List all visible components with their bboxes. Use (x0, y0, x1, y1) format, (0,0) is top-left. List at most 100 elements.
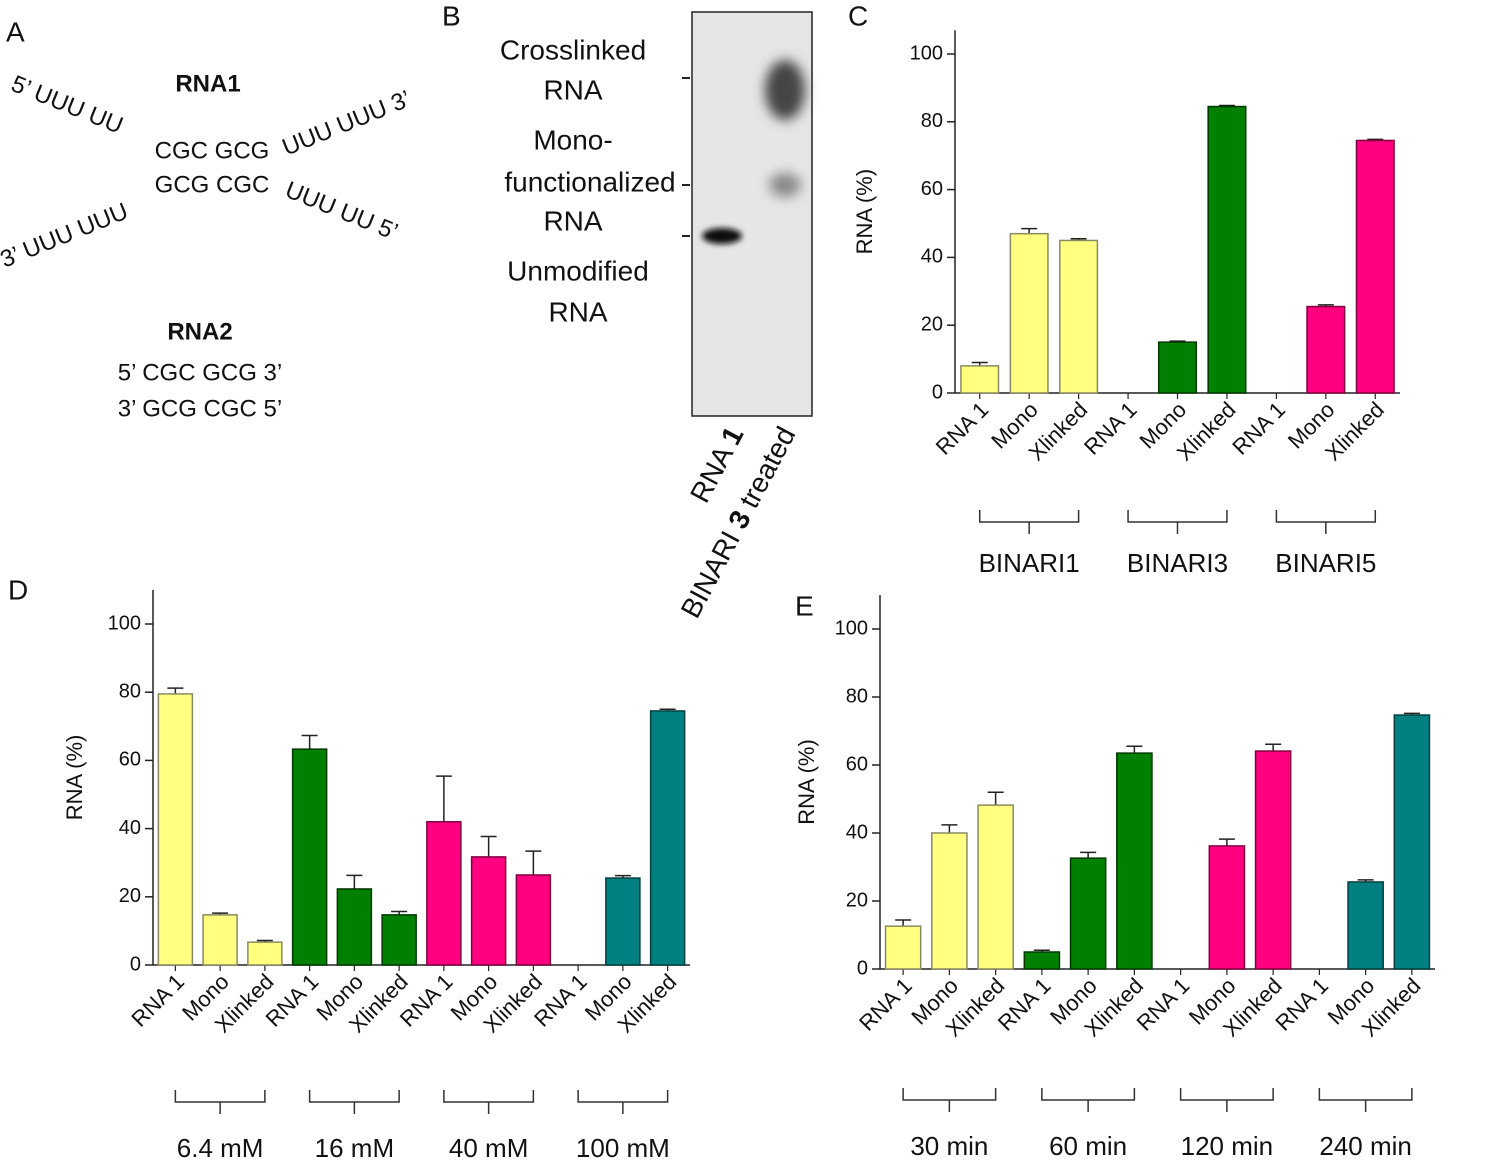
group-bracket (174, 1090, 266, 1103)
panel-label: C (848, 0, 868, 31)
y-tick-label: 0 (130, 953, 141, 975)
y-tick-label: 60 (119, 749, 141, 771)
group-label: 16 mM (315, 1133, 394, 1163)
bar (1023, 951, 1061, 970)
y-tick-label: 40 (846, 821, 868, 843)
group-bracket (1041, 1088, 1136, 1101)
band-label: Crosslinked (500, 34, 646, 65)
y-axis-label: RNA (%) (852, 169, 877, 255)
band-label: functionalized (504, 166, 675, 197)
group-bracket (577, 1090, 669, 1103)
y-tick-label: 0 (932, 381, 943, 403)
bar (1059, 239, 1099, 394)
group-bracket (308, 1090, 400, 1103)
gel-band (765, 60, 805, 120)
y-tick-label: 40 (921, 246, 943, 268)
group-label: 6.4 mM (177, 1133, 264, 1163)
group-bracket (1318, 1088, 1413, 1101)
panel-label: A (6, 16, 25, 47)
band-label: Unmodified (507, 255, 649, 286)
band-label: RNA (543, 205, 602, 236)
bar (336, 888, 373, 966)
bar (470, 856, 507, 966)
bar (1254, 750, 1292, 970)
group-bracket (1275, 510, 1377, 523)
bar (1009, 232, 1049, 394)
x-tick-label: RNA 1 (1270, 973, 1333, 1036)
group-label: 100 mM (576, 1133, 670, 1163)
x-tick-label: RNA 1 (1132, 973, 1195, 1036)
bar (1208, 845, 1246, 970)
sequence: GCG CGC (155, 171, 270, 198)
bar (1355, 139, 1395, 394)
bar (291, 748, 328, 966)
rna1-title: RNA1 (175, 70, 240, 97)
bar (884, 925, 922, 970)
panel-a: A RNA1 5’ UUU UU CGC GCG UUU UUU 3’ 3’ U… (0, 16, 415, 422)
bar (1347, 881, 1384, 970)
band-label: RNA (548, 296, 607, 327)
sequence: 3’ GCG CGC 5’ (118, 395, 282, 422)
group-label: BINARI3 (1127, 548, 1228, 578)
x-tick-label: RNA 1 (126, 969, 189, 1032)
sequence: 5’ CGC GCG 3’ (118, 359, 282, 386)
group-label: 30 min (910, 1131, 988, 1161)
bar (1069, 857, 1107, 970)
group-label: 240 min (1319, 1131, 1412, 1161)
group-bracket (978, 510, 1080, 523)
x-tick-label: RNA 1 (993, 973, 1056, 1036)
bar (1207, 105, 1247, 394)
bar (1306, 305, 1346, 394)
panel-b: B Crosslinked RNA Mono- functionalized R… (442, 0, 813, 623)
gel-band (769, 173, 801, 197)
y-tick-label: 0 (857, 957, 868, 979)
group-label: BINARI1 (979, 548, 1080, 578)
y-tick-label: 60 (921, 178, 943, 200)
lane-text: BINARI (675, 519, 750, 623)
x-tick-label: RNA 1 (854, 973, 917, 1036)
bar (960, 365, 1000, 394)
group-label: 60 min (1049, 1131, 1127, 1161)
y-tick-label: 100 (910, 42, 943, 64)
panel-label: D (8, 574, 28, 605)
sequence: CGC GCG (155, 137, 270, 164)
bar (1157, 341, 1198, 394)
group-label: BINARI5 (1275, 548, 1376, 578)
y-tick-label: 80 (921, 110, 943, 132)
bar (157, 693, 194, 966)
sequence: UUU UUU 3’ (279, 85, 415, 161)
y-tick-label: 40 (119, 817, 141, 839)
bar (1116, 752, 1153, 970)
bar (515, 874, 552, 966)
bar (605, 877, 641, 966)
sequence: 5’ UUU UU (7, 70, 126, 139)
bar (247, 941, 283, 966)
sequence: UUU UU 5’ (281, 176, 401, 245)
band-label: Mono- (533, 124, 612, 155)
bar (381, 914, 417, 966)
panel-label: B (442, 0, 461, 31)
bar (426, 821, 462, 966)
sequence: 3’ UUU UUU (0, 198, 132, 274)
y-axis-label: RNA (%) (62, 735, 87, 821)
bar (977, 804, 1014, 970)
bar (649, 710, 686, 966)
y-tick-label: 60 (846, 753, 868, 775)
group-bracket (1127, 510, 1228, 523)
x-tick-label: RNA 1 (1227, 397, 1290, 460)
y-tick-label: 20 (846, 889, 868, 911)
rna2-title: RNA2 (167, 318, 232, 345)
group-label: 120 min (1181, 1131, 1274, 1161)
y-tick-label: 20 (921, 313, 943, 335)
gel-band (702, 228, 742, 244)
y-axis-label: RNA (%) (794, 739, 819, 825)
y-tick-label: 100 (835, 617, 868, 639)
y-tick-label: 80 (846, 685, 868, 707)
bar (1393, 714, 1431, 970)
y-tick-label: 80 (119, 680, 141, 702)
panel-label: E (795, 590, 814, 621)
group-bracket (902, 1088, 997, 1101)
bar (931, 832, 968, 970)
bar (202, 914, 238, 966)
